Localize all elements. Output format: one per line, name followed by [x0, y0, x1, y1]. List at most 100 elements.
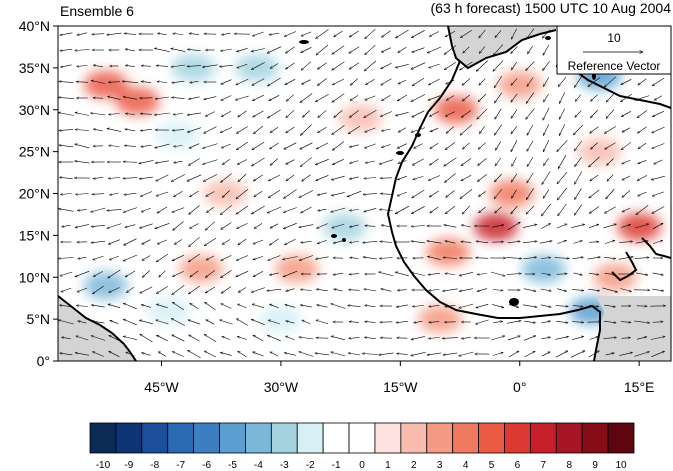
wind-vector	[557, 288, 567, 292]
wind-vector	[477, 288, 488, 292]
anomaly-blob	[274, 254, 319, 283]
wind-vector	[108, 304, 121, 309]
lat-label: 0°	[37, 353, 50, 369]
wind-vector	[251, 287, 265, 293]
wind-vector	[398, 160, 407, 164]
wind-vector	[364, 178, 377, 179]
wind-vector	[173, 190, 183, 197]
wind-vector	[462, 142, 470, 149]
wind-vector	[58, 320, 74, 325]
wind-vector	[203, 174, 218, 182]
colorbar-label: 3	[437, 460, 443, 471]
wind-vector	[140, 286, 153, 294]
wind-vector	[300, 142, 313, 150]
wind-vector	[558, 203, 567, 216]
wind-vector	[316, 44, 329, 55]
wind-vector	[267, 288, 282, 291]
balearic-island	[545, 36, 551, 40]
lon-label: 30°W	[264, 379, 299, 395]
wind-vector	[541, 223, 550, 229]
wind-vector	[349, 176, 359, 179]
colorbar-swatch	[245, 422, 272, 454]
wind-vector	[220, 48, 232, 51]
wind-vector	[349, 274, 360, 275]
wind-vector	[540, 288, 552, 291]
wind-vector	[652, 322, 663, 323]
anomaly-blob	[115, 87, 160, 116]
anomaly-blob	[434, 95, 479, 124]
wind-vector	[302, 110, 310, 118]
wind-vector	[236, 78, 249, 86]
wind-vector	[204, 96, 217, 100]
wind-vector	[270, 158, 279, 166]
wind-vector	[334, 289, 343, 292]
wind-vector	[332, 61, 345, 70]
wind-vector	[365, 160, 376, 163]
wind-vector	[318, 110, 327, 117]
wind-vector	[60, 32, 73, 35]
wind-vector	[543, 77, 549, 86]
wind-vector	[333, 272, 344, 275]
wind-vector	[588, 288, 600, 291]
colorbar-label: 4	[463, 460, 469, 471]
wind-vector	[413, 176, 424, 179]
wind-vector	[429, 158, 439, 165]
wind-vector	[267, 77, 281, 86]
wind-vector	[155, 160, 169, 163]
wind-vector	[365, 95, 376, 100]
wind-vector	[108, 239, 121, 245]
wind-vector	[511, 61, 517, 70]
colorbar-label: -8	[150, 460, 159, 471]
wind-vector	[572, 322, 584, 323]
wind-vector	[236, 205, 249, 214]
wind-vector	[270, 351, 279, 357]
wind-vector	[573, 241, 583, 244]
wind-vector	[206, 191, 215, 197]
wind-vector	[429, 322, 440, 323]
wind-vector	[316, 320, 329, 325]
wind-vector	[251, 157, 265, 166]
wind-vector	[477, 174, 487, 181]
wind-vector	[124, 192, 137, 195]
wind-vector	[622, 159, 631, 165]
wind-vector	[171, 174, 186, 182]
wind-vector	[204, 238, 217, 245]
wind-vector	[171, 64, 186, 67]
wind-vector	[509, 304, 519, 308]
wind-vector	[283, 270, 298, 277]
wind-vector	[590, 126, 599, 134]
wind-vector	[140, 191, 153, 197]
wind-vector	[559, 92, 565, 103]
wind-vector	[332, 78, 344, 86]
wind-vector	[349, 46, 360, 54]
wind-vector	[588, 273, 599, 274]
colorbar-label: 5	[489, 460, 495, 471]
wind-vector	[251, 48, 265, 52]
wind-vector	[508, 351, 519, 358]
wind-vector	[444, 45, 457, 55]
wind-vector	[59, 145, 74, 148]
wind-vector	[142, 270, 151, 278]
wind-vector	[381, 47, 392, 53]
wind-vector	[206, 255, 215, 261]
wind-vector	[285, 336, 295, 341]
wind-vector	[61, 337, 71, 338]
anomaly-blob	[83, 271, 128, 300]
wind-vector	[252, 31, 264, 36]
wind-vector	[411, 127, 426, 133]
wind-vector	[462, 205, 471, 214]
wind-vector	[349, 338, 360, 339]
wind-vector	[494, 75, 503, 88]
wind-vector	[220, 270, 232, 277]
colorbar-label: 0	[359, 460, 365, 471]
wind-vector	[428, 95, 441, 101]
wind-vector	[459, 351, 474, 356]
wind-vector	[156, 174, 169, 182]
wind-vector	[189, 334, 200, 342]
wind-vector	[222, 159, 230, 164]
wind-vector	[526, 205, 535, 214]
wind-vector	[91, 336, 106, 341]
wind-vector	[427, 46, 442, 54]
wind-vector	[107, 32, 122, 35]
wind-vector	[77, 32, 88, 35]
